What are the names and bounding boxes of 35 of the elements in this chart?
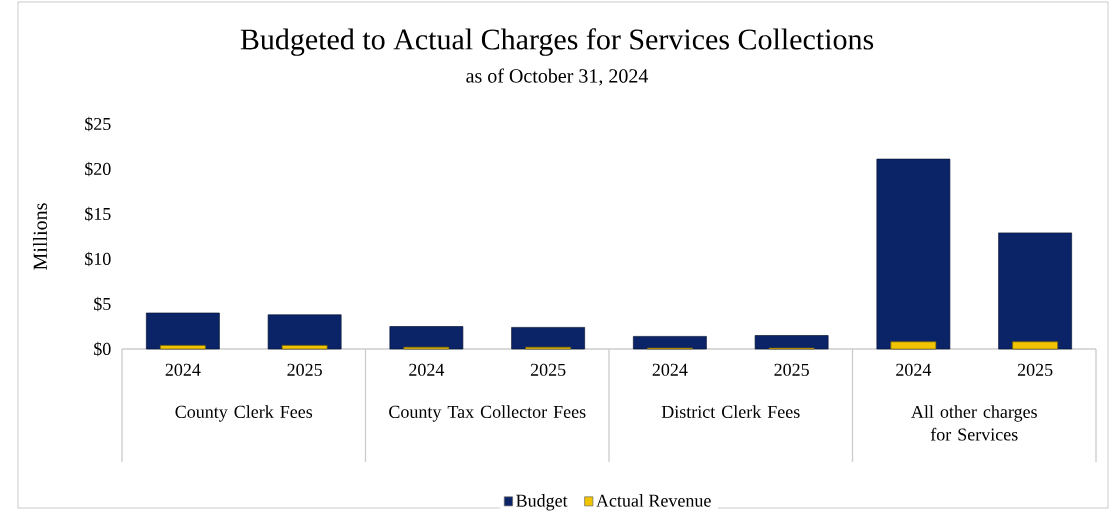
text: County Clerk Fees bbox=[175, 405, 313, 422]
legend-label: Budget bbox=[516, 494, 568, 511]
y-tick-label: $20 bbox=[85, 161, 111, 177]
y-tick-label: $25 bbox=[85, 116, 111, 132]
y-axis-title: Millions bbox=[32, 203, 48, 270]
bar bbox=[890, 341, 937, 350]
bar bbox=[389, 326, 464, 350]
bar bbox=[267, 314, 342, 350]
bar bbox=[160, 345, 206, 350]
x-tick-label: 2024 bbox=[652, 363, 688, 376]
y-tick-label: $0 bbox=[94, 341, 111, 357]
x-tick-label: 2025 bbox=[1017, 363, 1053, 376]
chart-title: Budgeted to Actual Charges for Services Collections bbox=[240, 28, 874, 56]
y-tick-label: $5 bbox=[94, 296, 111, 312]
bar bbox=[146, 312, 220, 350]
bar bbox=[754, 335, 829, 350]
bar bbox=[998, 232, 1072, 350]
x-tick-label: 2025 bbox=[774, 363, 809, 376]
bar bbox=[511, 327, 585, 350]
text: County Tax Collector Fees bbox=[389, 405, 586, 422]
x-tick-label: 2024 bbox=[409, 363, 445, 376]
text: All other charges for Services bbox=[911, 405, 1037, 441]
x-tick-label: 2024 bbox=[896, 363, 932, 376]
y-tick-label: $15 bbox=[85, 206, 111, 222]
bar bbox=[876, 158, 951, 350]
bar bbox=[281, 345, 328, 350]
chart-subtitle: as of October 31, 2024 bbox=[466, 68, 649, 86]
x-tick-label: 2025 bbox=[287, 363, 322, 376]
bar bbox=[1012, 341, 1058, 350]
x-tick-label: 2024 bbox=[165, 363, 201, 376]
y-tick-label: $10 bbox=[85, 251, 111, 267]
legend-label: Actual Revenue bbox=[596, 494, 711, 507]
x-tick-label: 2025 bbox=[530, 363, 566, 376]
text: District Clerk Fees bbox=[661, 405, 800, 418]
bar bbox=[633, 336, 707, 350]
